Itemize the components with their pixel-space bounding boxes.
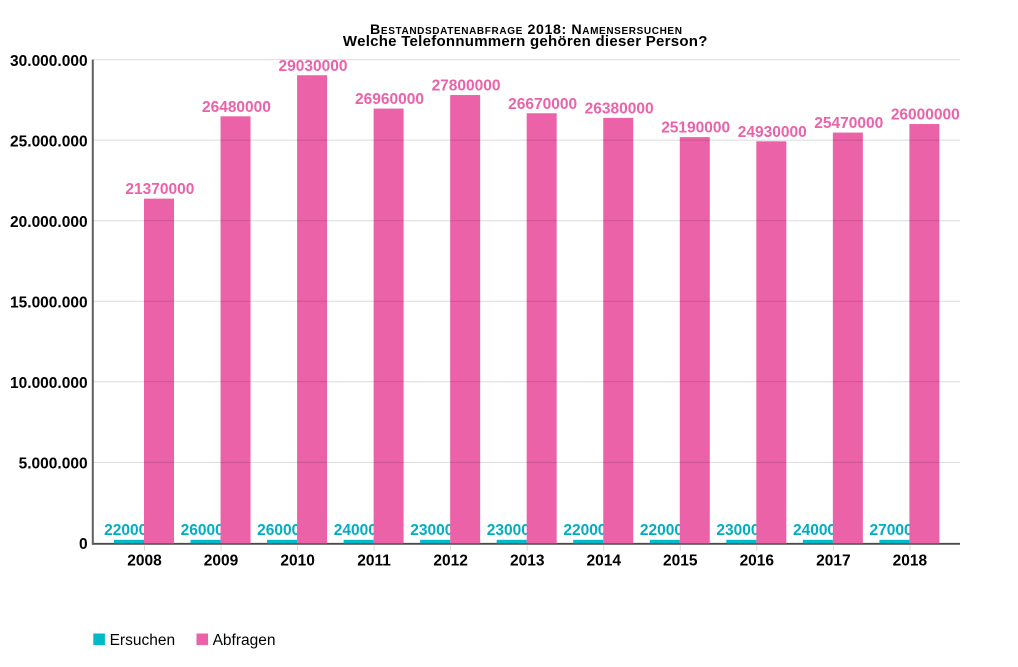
svg-text:Abfragen: Abfragen: [213, 632, 276, 649]
svg-text:22000: 22000: [104, 522, 147, 539]
svg-text:2008: 2008: [127, 553, 162, 570]
svg-text:Ersuchen: Ersuchen: [110, 632, 175, 649]
svg-text:23000: 23000: [487, 522, 530, 539]
svg-text:25470000: 25470000: [814, 115, 883, 132]
svg-text:2012: 2012: [433, 553, 467, 570]
svg-text:23000: 23000: [410, 522, 453, 539]
svg-text:22000: 22000: [640, 522, 683, 539]
svg-text:24930000: 24930000: [738, 124, 807, 141]
svg-text:2013: 2013: [510, 553, 545, 570]
svg-text:26000: 26000: [257, 522, 300, 539]
svg-text:21370000: 21370000: [125, 181, 194, 198]
svg-text:2018: 2018: [893, 553, 928, 570]
svg-text:27000: 27000: [870, 522, 913, 539]
svg-text:26960000: 26960000: [355, 91, 424, 108]
svg-text:2011: 2011: [357, 553, 391, 570]
svg-text:2016: 2016: [740, 553, 775, 570]
svg-text:26000: 26000: [181, 522, 224, 539]
svg-text:22000: 22000: [563, 522, 606, 539]
svg-text:24000: 24000: [793, 522, 836, 539]
svg-text:0: 0: [79, 536, 88, 553]
svg-text:25190000: 25190000: [661, 120, 730, 137]
svg-text:Welche Telefonnummern gehören: Welche Telefonnummern gehören dieser Per…: [343, 33, 708, 50]
svg-text:20.000.000: 20.000.000: [10, 214, 88, 231]
svg-text:26000000: 26000000: [891, 107, 960, 124]
svg-text:23000: 23000: [716, 522, 759, 539]
svg-text:2009: 2009: [204, 553, 239, 570]
svg-text:26480000: 26480000: [202, 99, 271, 116]
svg-text:15.000.000: 15.000.000: [10, 294, 88, 311]
svg-text:2017: 2017: [816, 553, 850, 570]
svg-text:26380000: 26380000: [585, 101, 654, 118]
svg-text:2010: 2010: [280, 553, 314, 570]
svg-text:Bestandsdatenabfrage 2018: Nam: Bestandsdatenabfrage 2018: Namensersuche…: [370, 22, 683, 38]
svg-text:5.000.000: 5.000.000: [19, 456, 88, 473]
svg-text:2015: 2015: [663, 553, 698, 570]
svg-text:26670000: 26670000: [508, 96, 577, 113]
svg-text:30.000.000: 30.000.000: [10, 53, 88, 70]
svg-text:25.000.000: 25.000.000: [10, 133, 88, 150]
svg-text:10.000.000: 10.000.000: [10, 375, 88, 392]
svg-text:27800000: 27800000: [432, 78, 501, 95]
svg-text:24000: 24000: [334, 522, 377, 539]
svg-text:2014: 2014: [586, 553, 621, 570]
svg-text:29030000: 29030000: [278, 58, 347, 75]
